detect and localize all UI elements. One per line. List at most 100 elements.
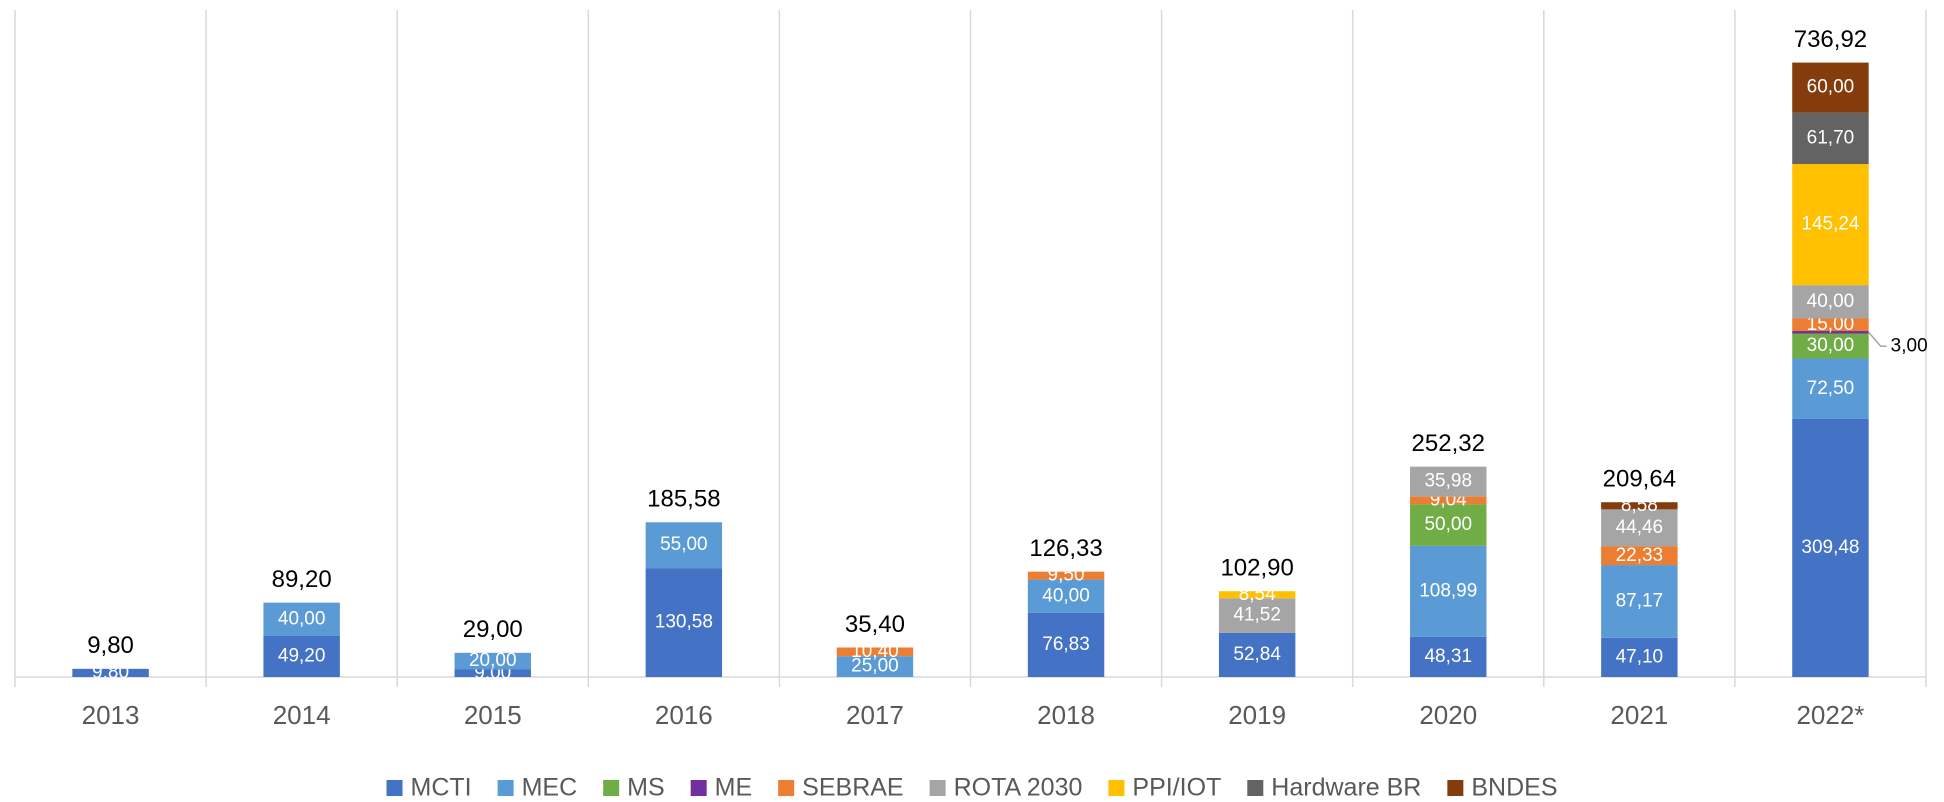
- data-label: 145,24: [1801, 214, 1860, 235]
- bar-segment: [1218, 591, 1296, 599]
- legend-label: Hardware BR: [1271, 774, 1421, 802]
- data-label: 309,48: [1801, 537, 1859, 558]
- total-label: 252,32: [1412, 430, 1485, 457]
- data-label: 49,20: [278, 646, 326, 667]
- data-label: 47,10: [1616, 646, 1664, 667]
- data-label: 35,98: [1424, 471, 1472, 492]
- x-tick-label: 2013: [82, 700, 140, 730]
- bar-segment: [1792, 62, 1869, 113]
- bar-segment: [1792, 285, 1869, 319]
- bar-segment: [1218, 598, 1296, 633]
- data-label: 3,00: [1891, 335, 1928, 356]
- bar-segment: [454, 669, 531, 677]
- bar-segment: [1792, 333, 1869, 359]
- x-tick-label: 2016: [655, 700, 713, 730]
- bar-segment: [1601, 637, 1678, 677]
- data-label: 55,00: [660, 534, 708, 555]
- total-label: 29,00: [463, 616, 523, 643]
- bar-segment: [1027, 579, 1105, 613]
- x-tick-label: 2018: [1037, 700, 1095, 730]
- bar-segment: [1601, 509, 1678, 547]
- bar-segment: [1410, 466, 1487, 497]
- data-label: 15,00: [1807, 314, 1855, 335]
- legend-label: SEBRAE: [802, 774, 903, 802]
- data-label: 60,00: [1807, 77, 1855, 98]
- data-label: 9,80: [92, 662, 129, 683]
- data-label: 22,33: [1616, 545, 1664, 566]
- legend-swatch: [497, 780, 514, 796]
- data-label: 41,52: [1233, 605, 1281, 626]
- data-label: 72,50: [1807, 378, 1855, 399]
- total-label: 185,58: [647, 486, 720, 513]
- data-label: 30,00: [1807, 335, 1855, 356]
- bar-segment: [454, 652, 531, 670]
- bar-segment: [1792, 112, 1869, 165]
- data-label: 40,00: [1807, 291, 1855, 312]
- data-label: 87,17: [1616, 590, 1664, 611]
- data-label: 130,58: [655, 612, 713, 633]
- legend-swatch: [1108, 780, 1125, 796]
- total-label: 126,33: [1029, 535, 1102, 562]
- legend-label: ROTA 2030: [954, 774, 1083, 802]
- bar-segment: [1410, 545, 1487, 637]
- x-tick-label: 2022*: [1796, 700, 1864, 730]
- bar-segment: [1410, 496, 1487, 505]
- x-tick-label: 2017: [846, 700, 904, 730]
- x-tick-label: 2019: [1228, 700, 1286, 730]
- total-label: 89,20: [272, 566, 332, 593]
- legend-label: MEC: [522, 774, 578, 802]
- data-label: 48,31: [1424, 646, 1472, 667]
- bar-segment: [72, 668, 149, 677]
- data-label: 76,83: [1042, 634, 1090, 655]
- bar-segment: [1601, 546, 1678, 566]
- data-label: 8,58: [1621, 495, 1658, 516]
- total-label: 736,92: [1794, 26, 1867, 53]
- legend-swatch: [1447, 780, 1464, 796]
- x-tick-label: 2020: [1419, 700, 1477, 730]
- bar-segment: [1792, 164, 1869, 286]
- data-label: 20,00: [469, 650, 517, 671]
- data-label: 8,54: [1239, 584, 1276, 605]
- bar-segment: [1601, 565, 1678, 638]
- bar-segment: [645, 568, 723, 677]
- legend-label: MCTI: [411, 774, 472, 802]
- bar-segment: [263, 602, 340, 636]
- bar-segment: [645, 522, 723, 569]
- bar-segment: [1027, 571, 1105, 580]
- legend-swatch: [1247, 780, 1264, 796]
- bar-segment: [1410, 504, 1487, 546]
- legend-swatch: [929, 780, 946, 796]
- total-label: 9,80: [87, 632, 134, 659]
- x-tick-label: 2014: [273, 700, 331, 730]
- bar-segment: [263, 635, 340, 677]
- legend-label: MS: [627, 774, 665, 802]
- bar-segment: [1218, 632, 1296, 677]
- x-tick-label: 2015: [464, 700, 522, 730]
- bar-segment: [1792, 418, 1869, 677]
- bar-segment: [1792, 331, 1869, 334]
- data-label: 10,40: [851, 641, 899, 662]
- bar-segment: [836, 656, 914, 677]
- legend-label: ME: [715, 774, 753, 802]
- bar-segment: [1792, 358, 1869, 419]
- data-label: 50,00: [1424, 514, 1472, 535]
- data-label: 52,84: [1233, 644, 1281, 665]
- legend-swatch: [386, 780, 403, 796]
- legend-swatch: [603, 780, 620, 796]
- bar-segment: [1601, 502, 1678, 510]
- bar-segment: [836, 647, 914, 657]
- data-label: 40,00: [278, 608, 326, 629]
- legend-label: PPI/IOT: [1132, 774, 1221, 802]
- x-tick-label: 2021: [1610, 700, 1668, 730]
- total-label: 102,90: [1220, 555, 1293, 582]
- total-label: 35,40: [845, 611, 905, 638]
- legend-swatch: [778, 780, 795, 796]
- data-label: 61,70: [1807, 127, 1855, 148]
- legend-label: BNDES: [1471, 774, 1557, 802]
- data-label: 9,50: [1048, 565, 1085, 586]
- legend-swatch: [690, 780, 707, 796]
- data-label: 108,99: [1419, 580, 1477, 601]
- leader-line: [1868, 331, 1887, 348]
- total-label: 209,64: [1603, 466, 1676, 493]
